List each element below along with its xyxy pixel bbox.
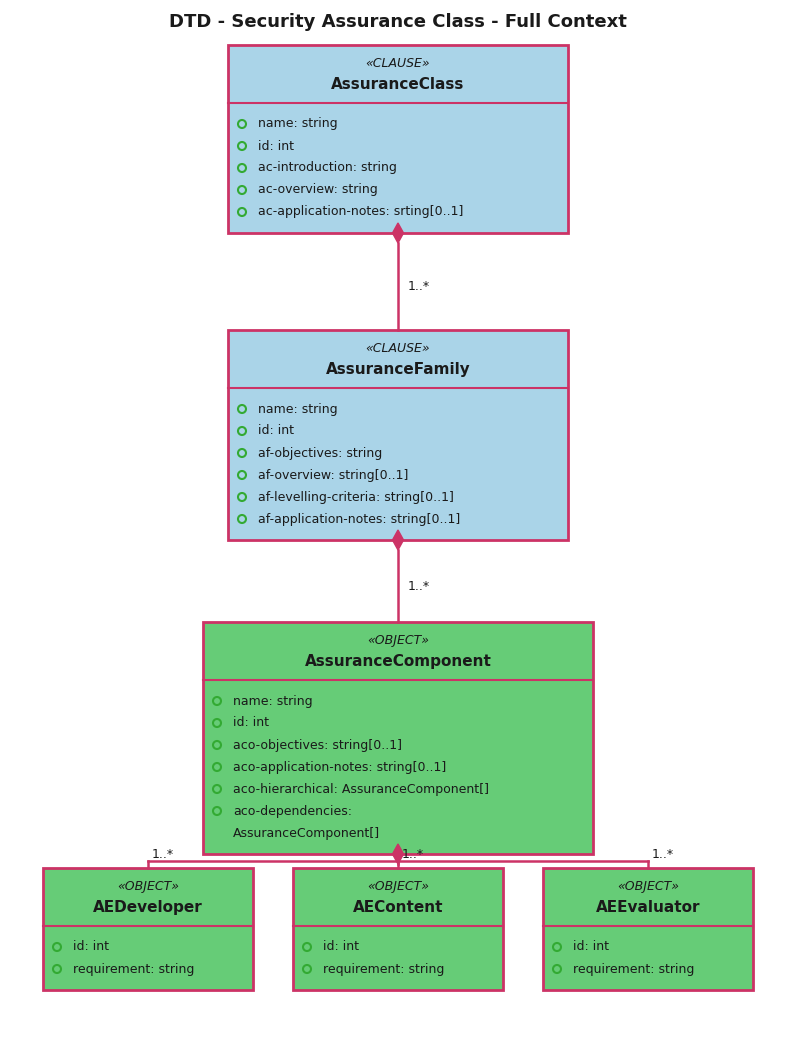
Bar [293,868,503,990]
Text: 1..*: 1..* [408,280,430,293]
Text: 1..*: 1..* [152,847,174,860]
Text: requirement: string: requirement: string [323,963,444,975]
Text: AssuranceFamily: AssuranceFamily [326,362,470,377]
Bar [43,868,253,990]
Polygon shape [392,223,404,243]
Text: AssuranceComponent[]: AssuranceComponent[] [233,826,380,839]
Text: ac-introduction: string: ac-introduction: string [258,162,397,175]
Text: id: int: id: int [73,941,109,953]
Text: AssuranceClass: AssuranceClass [331,77,465,92]
Text: ac-overview: string: ac-overview: string [258,183,378,197]
Text: requirement: string: requirement: string [73,963,194,975]
Bar [203,622,593,854]
Text: «CLAUSE»: «CLAUSE» [365,342,431,355]
Text: af-levelling-criteria: string[0..1]: af-levelling-criteria: string[0..1] [258,491,454,504]
Text: name: string: name: string [258,117,338,130]
Bar [228,330,568,540]
Text: af-application-notes: string[0..1]: af-application-notes: string[0..1] [258,512,460,526]
Text: «OBJECT»: «OBJECT» [617,880,679,893]
Text: af-objectives: string: af-objectives: string [258,446,382,459]
Text: «OBJECT»: «OBJECT» [367,880,429,893]
Text: AssuranceComponent: AssuranceComponent [305,654,491,669]
Text: name: string: name: string [233,694,313,708]
Text: id: int: id: int [258,424,294,438]
Text: af-overview: string[0..1]: af-overview: string[0..1] [258,469,408,481]
Text: id: int: id: int [233,716,269,730]
Text: aco-objectives: string[0..1]: aco-objectives: string[0..1] [233,738,402,751]
Text: aco-application-notes: string[0..1]: aco-application-notes: string[0..1] [233,761,447,773]
Text: ac-application-notes: srting[0..1]: ac-application-notes: srting[0..1] [258,205,463,219]
Text: AEDeveloper: AEDeveloper [93,900,203,915]
Text: requirement: string: requirement: string [573,963,694,975]
Text: 1..*: 1..* [652,847,674,860]
Text: AEEvaluator: AEEvaluator [595,900,700,915]
Text: aco-hierarchical: AssuranceComponent[]: aco-hierarchical: AssuranceComponent[] [233,783,489,796]
Bar [543,868,753,990]
Text: AEContent: AEContent [353,900,443,915]
Text: id: int: id: int [573,941,609,953]
Text: aco-dependencies:: aco-dependencies: [233,804,352,818]
Text: name: string: name: string [258,402,338,416]
Text: «OBJECT»: «OBJECT» [367,634,429,647]
Bar [228,45,568,233]
Text: 1..*: 1..* [408,580,430,592]
Text: «OBJECT»: «OBJECT» [117,880,179,893]
Text: id: int: id: int [258,140,294,152]
Polygon shape [392,530,404,550]
Text: DTD - Security Assurance Class - Full Context: DTD - Security Assurance Class - Full Co… [169,13,627,31]
Text: id: int: id: int [323,941,359,953]
Polygon shape [392,844,404,864]
Text: 1..*: 1..* [402,847,424,860]
Text: «CLAUSE»: «CLAUSE» [365,57,431,70]
